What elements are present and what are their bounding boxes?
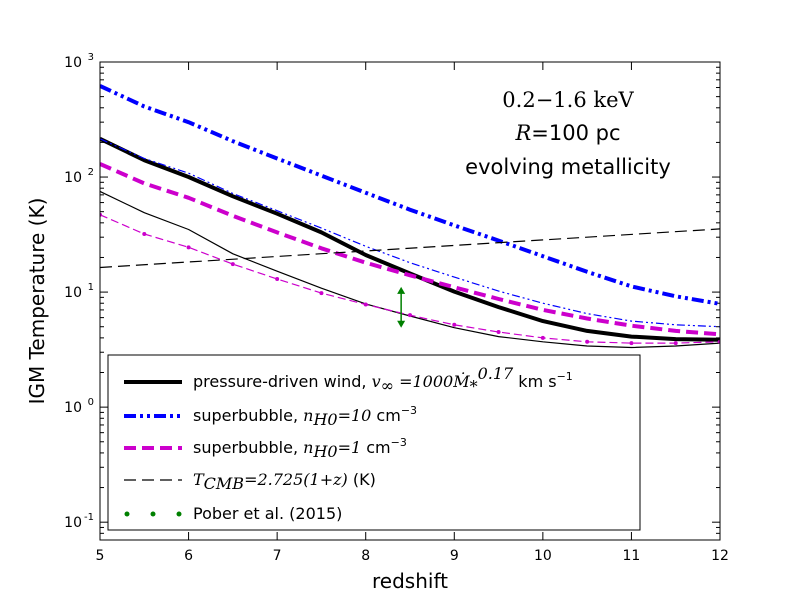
annotation-radius: R=100 pc [514,121,620,145]
annotation-metallicity: evolving metallicity [465,155,671,179]
y-tick-exponent: -1 [84,512,94,523]
legend-label-superbubble-10: superbubble, nH0=10 cm−3 [193,404,417,429]
plot-frame [99,61,721,541]
y-axis-title: IGM Temperature (K) [25,198,49,405]
series-line-sb10 [100,84,720,306]
legend-label-cmb: TCMB=2.725(1+z) (K) [193,470,376,493]
legend-label-superbubble-1: superbubble, nH0=1 cm−3 [193,436,407,461]
series-marker-sb1_thin [142,231,147,236]
y-tick-exponent: 3 [88,52,94,63]
series-marker-sb1_thin [496,329,501,334]
series-marker-sb1_thin [452,322,457,327]
series-layer [100,84,720,349]
x-tick-label: 11 [623,548,641,564]
y-tick-label: 10 0 [64,397,94,416]
legend-swatch-pober-dot [176,511,182,517]
y-tick-label: 10 1 [64,282,94,301]
annotation-radius-var: R [514,121,531,145]
legend-label-wind: pressure-driven wind, v∞ =1000Ṁ*0.17 km… [193,364,573,396]
x-tick-label: 12 [711,548,729,564]
y-tick-exponent: 0 [88,397,94,408]
series-line-cmb [100,228,720,269]
series-line-sb1 [100,162,720,337]
pober-arrow-up [397,286,406,294]
tick-layer [99,61,721,541]
series-marker-sb1_thin [186,245,191,250]
series-marker-sb1_thin [673,341,678,346]
series-marker-sb1_thin [540,335,545,340]
y-tick-label: 10 2 [64,167,94,186]
x-tick-label: 8 [361,548,370,564]
annotation-radius-value: =100 pc [531,121,620,145]
y-tick-label: 10 3 [64,52,94,71]
series-marker-sb1_thin [363,302,368,307]
legend-swatch-pober-dot [150,511,156,517]
series-marker-sb1_thin [629,341,634,346]
legend-swatch-pober-dot [124,511,130,517]
series-line-sb10_thin [100,138,720,328]
series-marker-sb1_thin [585,339,590,344]
y-tick-exponent: 2 [88,167,94,178]
x-tick-label: 7 [273,548,282,564]
legend: pressure-driven wind, v∞ =1000Ṁ*0.17 km… [107,354,641,531]
x-axis-title: redshift [372,569,448,593]
series-marker-sb1_thin [275,276,280,281]
x-tick-label: 5 [96,548,105,564]
series-group [100,84,720,349]
pober-arrow-down [397,320,406,328]
y-tick-label: 10 -1 [64,512,94,531]
series-marker-sb1_thin [230,262,235,267]
annotation-energy-band: 0.2−1.6 keV [502,88,634,112]
x-tick-label: 10 [534,548,552,564]
y-tick-exponent: 1 [88,282,94,293]
series-marker-sb1_thin [408,313,412,318]
x-tick-label: 9 [450,548,459,564]
legend-frame [107,354,641,531]
series-marker-sb1_thin [319,291,324,296]
x-tick-label: 6 [184,548,193,564]
legend-label-pober: Pober et al. (2015) [193,504,342,523]
